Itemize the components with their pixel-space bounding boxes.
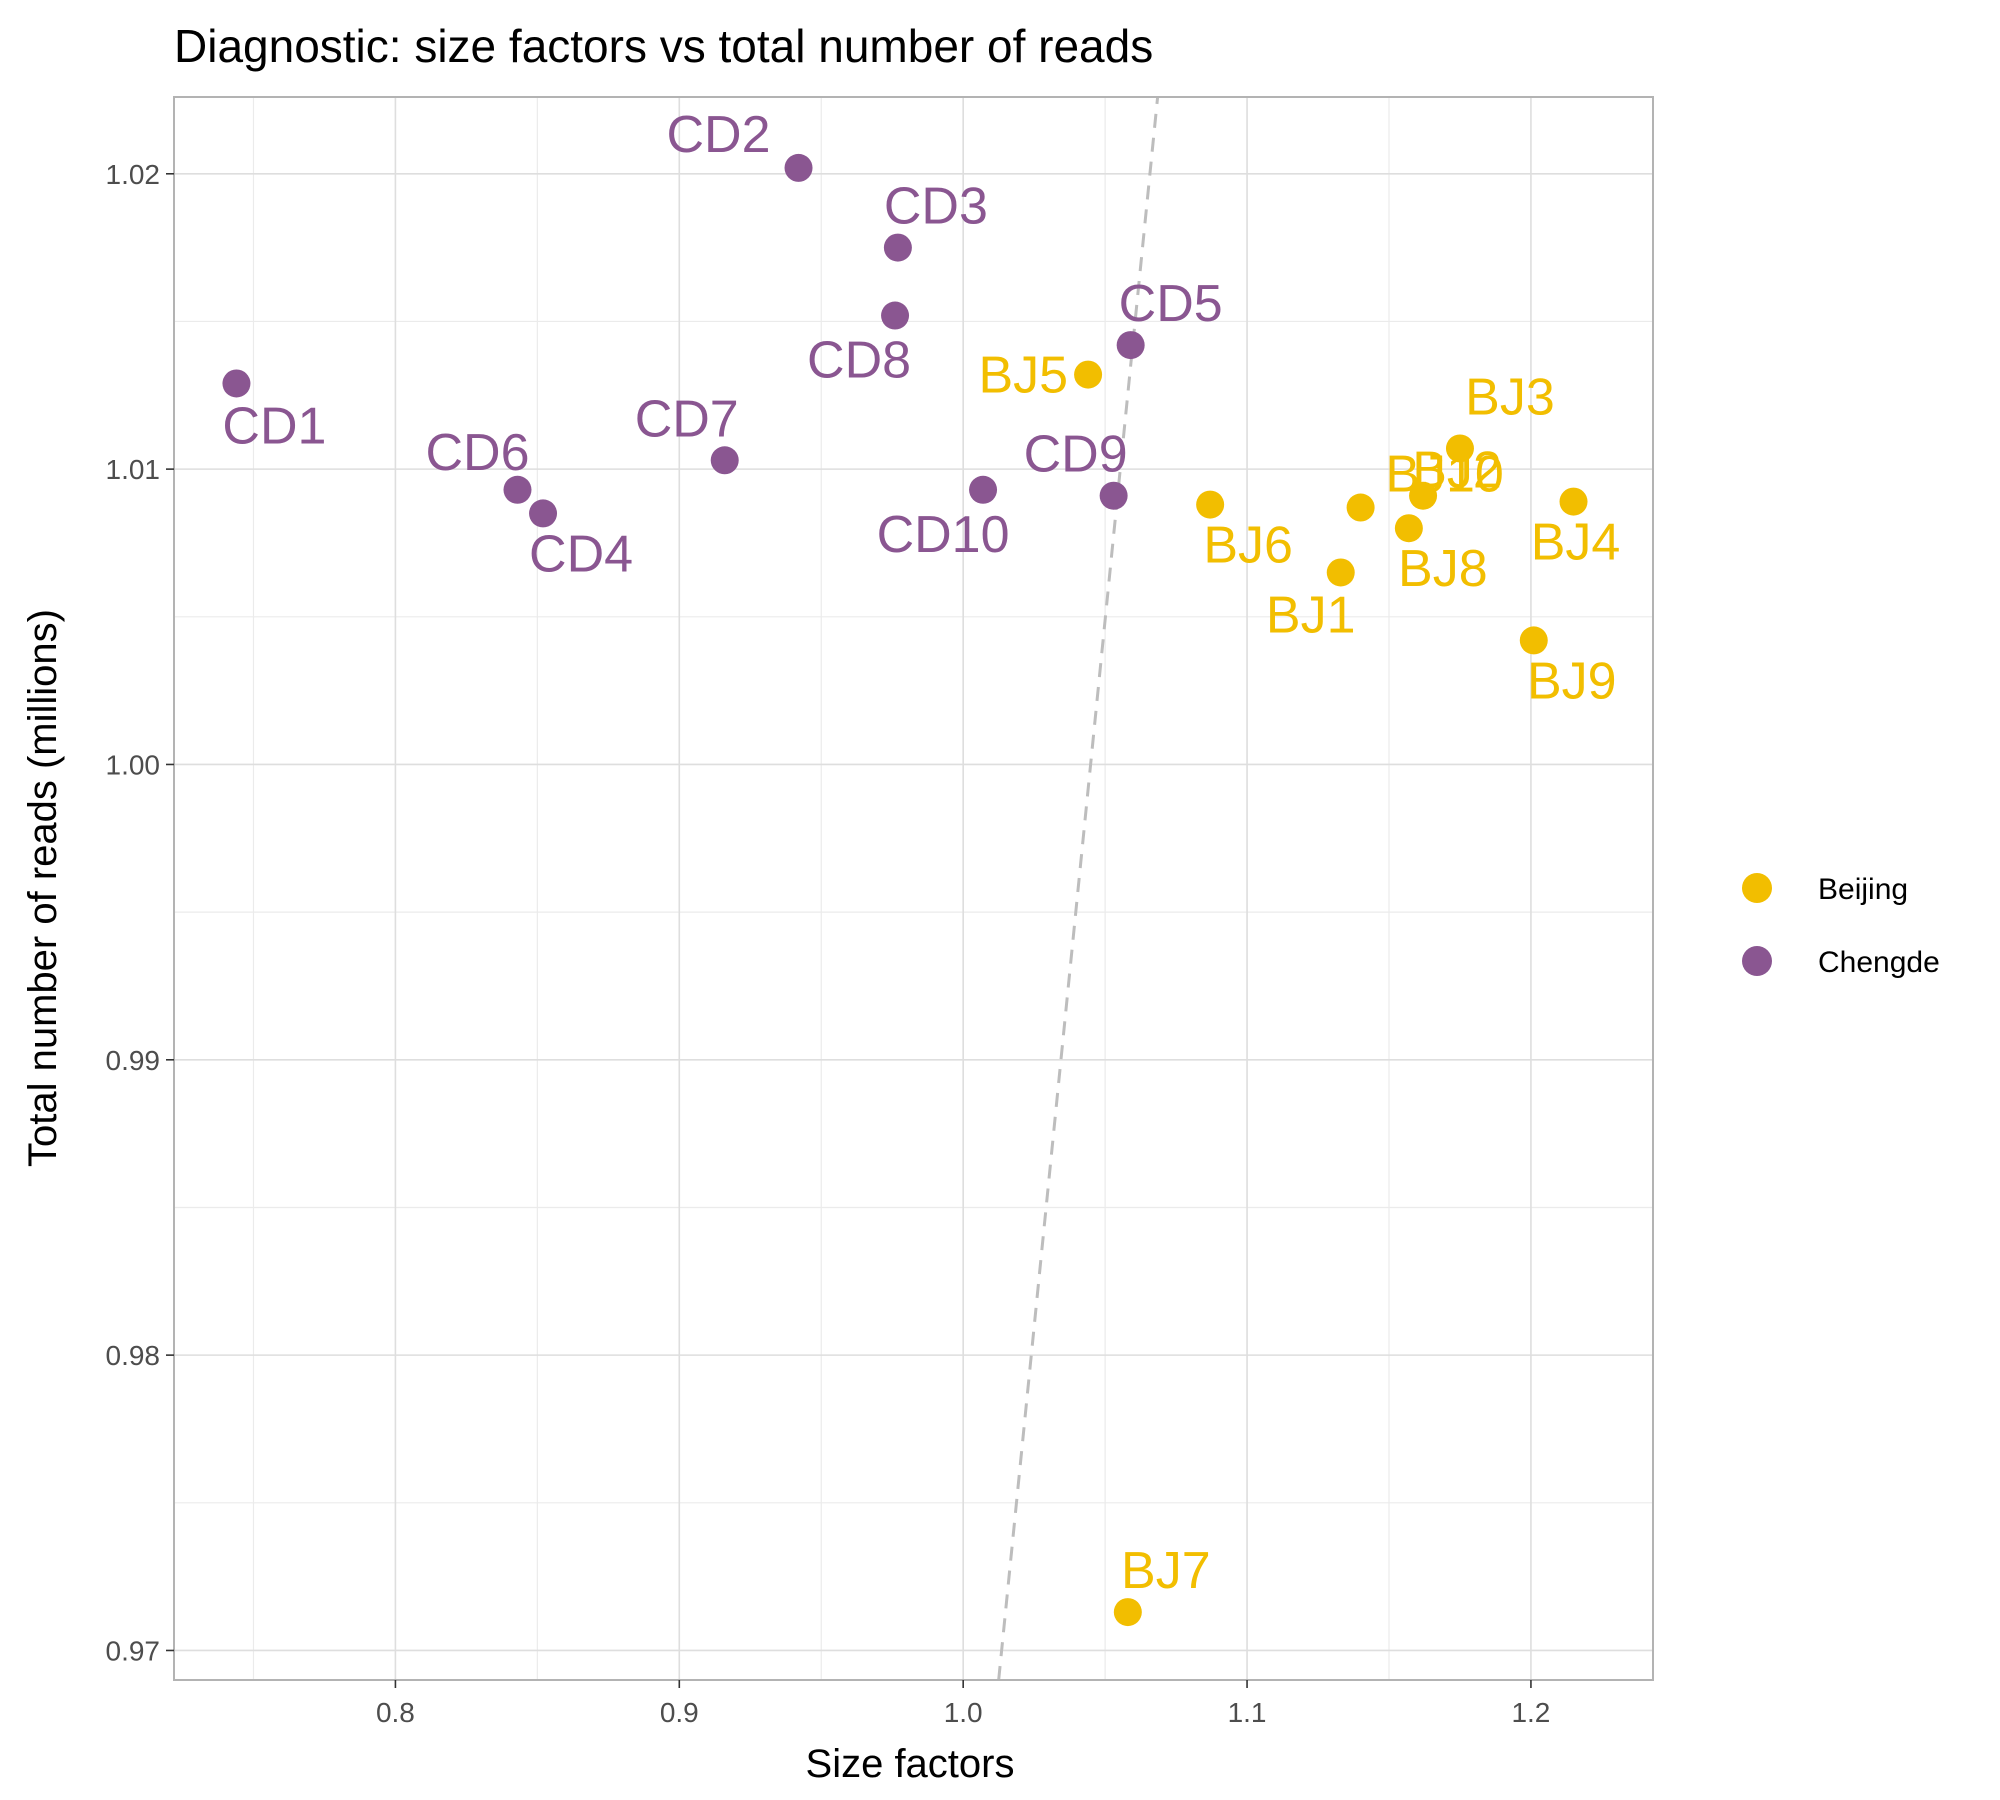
data-point-cd3 (883, 233, 912, 262)
data-point-cd9 (1099, 481, 1128, 510)
data-point-bj1 (1326, 558, 1355, 587)
data-point-bj5 (1074, 360, 1103, 389)
point-label-bj1: BJ1 (1266, 586, 1356, 644)
point-label-cd6: CD6 (425, 424, 529, 482)
point-label-cd3: CD3 (884, 178, 988, 236)
point-label-bj2: BJ2 (1412, 442, 1502, 500)
data-point-bj2 (1409, 481, 1438, 510)
data-point-cd4 (529, 499, 558, 528)
y-tick-label: 1.02 (106, 159, 161, 190)
panel-border (173, 96, 1654, 1681)
y-tick-label: 1.01 (106, 454, 161, 485)
x-tick-label: 1.2 (1511, 1697, 1550, 1728)
data-point-cd6 (503, 475, 532, 504)
y-tick-label: 0.97 (106, 1635, 161, 1666)
y-axis-title: Total number of reads (millions) (21, 609, 65, 1167)
point-label-cd5: CD5 (1119, 275, 1223, 333)
point-labels: BJ1 BJ2 BJ3 BJ4 BJ5 BJ6 BJ7 BJ8 BJ9 BJ10 CD1 CD2 CD3… (222, 106, 1620, 1600)
point-label-bj4: BJ4 (1531, 514, 1621, 572)
point-label-bj8: BJ8 (1398, 540, 1488, 598)
data-points (222, 153, 1588, 1627)
x-tick-label: 1.0 (944, 1697, 983, 1728)
chart-title: Diagnostic: size factors vs total number… (174, 20, 1153, 72)
y-tick-label: 0.99 (106, 1045, 161, 1076)
data-point-bj7 (1113, 1598, 1142, 1627)
x-axis-ticks: 0.8 0.9 1.0 1.1 1.2 (376, 1680, 1550, 1728)
point-label-bj6: BJ6 (1203, 517, 1293, 575)
reference-line (997, 96, 1160, 1681)
data-point-bj10 (1346, 493, 1375, 522)
x-tick-label: 0.8 (376, 1697, 415, 1728)
dashed-reference-line (997, 96, 1160, 1681)
point-label-bj5: BJ5 (978, 347, 1068, 405)
data-point-cd1 (222, 369, 251, 398)
data-point-bj9 (1519, 626, 1548, 655)
point-label-bj10: BJ10 (1385, 446, 1504, 504)
point-label-bj7: BJ7 (1121, 1542, 1211, 1600)
point-label-cd2: CD2 (667, 106, 771, 164)
data-point-cd5 (1116, 331, 1145, 360)
legend-key-chengde (1742, 946, 1772, 976)
point-label-bj3: BJ3 (1465, 368, 1555, 426)
point-label-bj9: BJ9 (1527, 652, 1617, 710)
data-point-bj4 (1559, 487, 1588, 516)
grid (174, 97, 1653, 1680)
data-point-bj8 (1394, 514, 1423, 543)
y-tick-label: 1.00 (106, 749, 161, 780)
legend-label-beijing: Beijing (1818, 873, 1908, 906)
data-point-bj3 (1445, 434, 1474, 463)
legend: Beijing Chengde (1742, 873, 1940, 979)
point-label-cd4: CD4 (529, 525, 633, 583)
point-label-cd9: CD9 (1024, 426, 1128, 484)
legend-key-beijing (1742, 873, 1772, 903)
data-point-bj6 (1196, 490, 1225, 519)
point-label-cd1: CD1 (222, 397, 326, 455)
data-point-cd10 (969, 475, 998, 504)
point-label-cd7: CD7 (635, 390, 739, 448)
data-point-cd2 (784, 153, 813, 182)
data-point-cd7 (710, 446, 739, 475)
y-tick-label: 0.98 (106, 1340, 161, 1371)
data-point-cd8 (881, 301, 910, 330)
legend-label-chengde: Chengde (1818, 946, 1940, 979)
y-axis-ticks: 0.97 0.98 0.99 1.00 1.01 1.02 (106, 159, 174, 1666)
x-tick-label: 0.9 (660, 1697, 699, 1728)
point-label-cd10: CD10 (877, 506, 1010, 564)
x-axis-title: Size factors (806, 1742, 1015, 1786)
x-tick-label: 1.1 (1228, 1697, 1267, 1728)
point-label-cd8: CD8 (807, 332, 911, 390)
